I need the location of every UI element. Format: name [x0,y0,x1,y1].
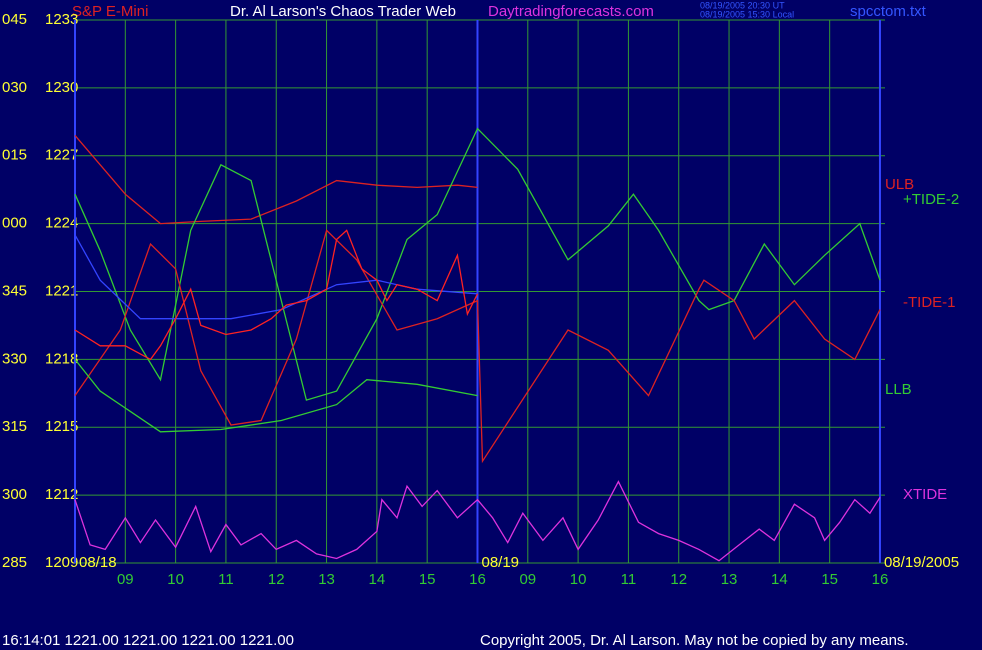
x-tick-label: 15 [419,571,436,588]
date-label: 08/19/2005 [884,554,959,571]
y-tick-label: 1212 [45,486,78,503]
x-tick-label: 14 [771,571,788,588]
series-line [74,358,478,433]
series-line [74,229,479,361]
status: 16:14:01 1221.00 1221.00 1221.00 1221.00 [2,632,294,649]
y-tick-label: 1221 [45,282,78,299]
x-tick-label: 16 [469,571,486,588]
x-tick-label: 12 [670,571,687,588]
x-tick-label: 12 [268,571,285,588]
x-tick-label: 15 [821,571,838,588]
x-tick-label: 13 [721,571,738,588]
y-tick-label: 1224 [45,215,78,232]
x-tick-label: 09 [519,571,536,588]
y-tick-code: 015 [2,147,27,164]
legend-label: XTIDE [903,486,947,503]
date-label: 08/19 [481,554,519,571]
y-tick-code: 000 [2,215,27,232]
y-tick-label: 1233 [45,11,78,28]
time-local: 08/19/2005 15:30 Local [700,9,794,19]
instrument: S&P E-Mini [72,3,148,20]
series-line [74,127,881,401]
y-tick-code: 330 [2,350,27,367]
legend-label: LLB [885,381,912,398]
series-line [74,480,881,562]
legend-label: ULB [885,176,914,193]
legend-label: +TIDE-2 [903,191,959,208]
y-tick-code: 030 [2,79,27,96]
x-tick-label: 13 [318,571,335,588]
x-tick-label: 11 [218,571,234,588]
y-tick-label: 1215 [45,418,78,435]
date-label: 08/18 [79,554,117,571]
y-tick-code: 285 [2,554,27,571]
x-tick-label: 10 [167,571,184,588]
y-tick-code: 315 [2,418,27,435]
y-tick-code: 345 [2,282,27,299]
y-tick-label: 1227 [45,147,78,164]
time-ut: 08/19/2005 20:30 UT [700,0,785,10]
series-line [74,134,478,225]
y-tick-code: 045 [2,11,27,28]
site: Daytradingforecasts.com [488,3,654,20]
y-tick-label: 1209 [45,554,78,571]
x-tick-label: 10 [570,571,587,588]
series-line [74,229,881,464]
legend-label: -TIDE-1 [903,294,956,311]
y-tick-label: 1230 [45,79,78,96]
y-tick-code: 300 [2,486,27,503]
x-tick-label: 09 [117,571,134,588]
file: spcctom.txt [850,3,927,20]
y-tick-label: 1218 [45,350,78,367]
x-tick-label: 11 [621,571,637,588]
copyright: Copyright 2005, Dr. Al Larson. May not b… [480,632,909,649]
chart-title: Dr. Al Larson's Chaos Trader Web [230,3,456,20]
x-tick-label: 16 [872,571,889,588]
x-tick-label: 14 [369,571,386,588]
